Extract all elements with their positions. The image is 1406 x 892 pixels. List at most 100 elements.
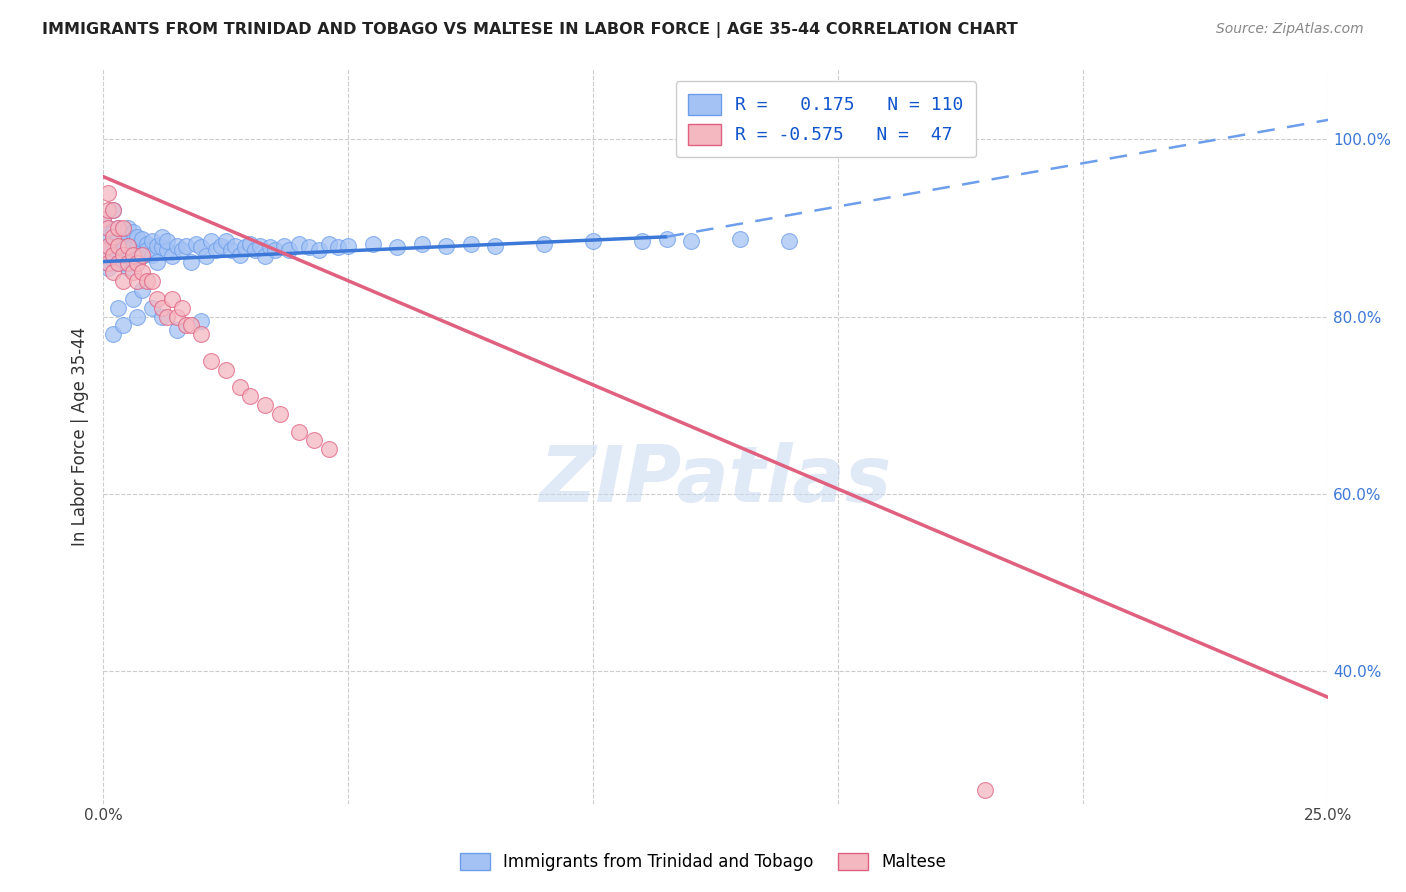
Point xyxy=(127,229,149,244)
Point xyxy=(107,238,129,252)
Point xyxy=(111,318,134,333)
Point xyxy=(101,327,124,342)
Point xyxy=(278,243,301,257)
Point xyxy=(97,221,120,235)
Point xyxy=(166,238,188,252)
Point xyxy=(127,274,149,288)
Point xyxy=(253,249,276,263)
Point xyxy=(97,260,120,275)
Point xyxy=(97,186,120,200)
Point xyxy=(141,301,163,315)
Point xyxy=(101,203,124,218)
Point xyxy=(97,247,120,261)
Point xyxy=(121,238,143,252)
Point xyxy=(97,238,120,252)
Point xyxy=(136,236,159,251)
Legend: R =   0.175   N = 110, R = -0.575   N =  47: R = 0.175 N = 110, R = -0.575 N = 47 xyxy=(675,81,976,157)
Point xyxy=(156,243,179,257)
Point xyxy=(273,238,295,252)
Point xyxy=(533,236,555,251)
Point xyxy=(180,254,202,268)
Point xyxy=(97,256,120,270)
Point xyxy=(107,247,129,261)
Point xyxy=(107,229,129,244)
Point xyxy=(141,234,163,248)
Point xyxy=(253,398,276,412)
Point xyxy=(778,234,800,248)
Point xyxy=(434,238,457,252)
Point xyxy=(190,240,212,254)
Point xyxy=(728,231,751,245)
Point xyxy=(107,301,129,315)
Point xyxy=(288,236,311,251)
Point xyxy=(328,240,350,254)
Point xyxy=(146,254,169,268)
Point xyxy=(107,256,129,270)
Point xyxy=(101,252,124,266)
Text: ZIPatlas: ZIPatlas xyxy=(540,442,891,518)
Point xyxy=(259,240,281,254)
Point xyxy=(288,425,311,439)
Point xyxy=(131,231,153,245)
Point xyxy=(209,238,232,252)
Point xyxy=(195,249,218,263)
Point xyxy=(269,407,291,421)
Point xyxy=(200,234,222,248)
Point xyxy=(974,783,997,797)
Point xyxy=(131,249,153,263)
Point xyxy=(141,247,163,261)
Point xyxy=(239,236,262,251)
Point xyxy=(97,203,120,218)
Point xyxy=(141,274,163,288)
Point xyxy=(160,292,183,306)
Point xyxy=(170,301,193,315)
Point xyxy=(127,310,149,324)
Point xyxy=(117,238,139,252)
Point xyxy=(681,234,703,248)
Point xyxy=(411,236,433,251)
Point xyxy=(224,238,246,252)
Point xyxy=(298,240,321,254)
Point xyxy=(127,238,149,252)
Point xyxy=(243,243,266,257)
Point xyxy=(156,234,179,248)
Point xyxy=(239,389,262,403)
Point xyxy=(131,243,153,257)
Point xyxy=(107,238,129,252)
Point xyxy=(101,243,124,257)
Point xyxy=(214,234,236,248)
Point xyxy=(117,238,139,252)
Point xyxy=(631,234,654,248)
Point xyxy=(127,256,149,270)
Point xyxy=(150,240,173,254)
Point xyxy=(582,234,605,248)
Point xyxy=(101,226,124,240)
Point xyxy=(249,238,271,252)
Point xyxy=(160,249,183,263)
Point xyxy=(131,265,153,279)
Point xyxy=(111,247,134,261)
Point xyxy=(146,292,169,306)
Point xyxy=(150,310,173,324)
Point xyxy=(117,247,139,261)
Point xyxy=(460,236,482,251)
Text: Source: ZipAtlas.com: Source: ZipAtlas.com xyxy=(1216,22,1364,37)
Point xyxy=(655,231,678,245)
Point xyxy=(101,247,124,261)
Point xyxy=(91,212,114,227)
Point xyxy=(97,229,120,244)
Point xyxy=(146,238,169,252)
Point xyxy=(190,314,212,328)
Point xyxy=(111,247,134,261)
Point xyxy=(101,203,124,218)
Point xyxy=(190,327,212,342)
Point xyxy=(91,243,114,257)
Point xyxy=(121,226,143,240)
Point xyxy=(111,238,134,252)
Point xyxy=(170,243,193,257)
Point xyxy=(484,238,506,252)
Point xyxy=(318,236,340,251)
Point xyxy=(233,240,256,254)
Legend: Immigrants from Trinidad and Tobago, Maltese: Immigrants from Trinidad and Tobago, Mal… xyxy=(451,845,955,880)
Point xyxy=(136,274,159,288)
